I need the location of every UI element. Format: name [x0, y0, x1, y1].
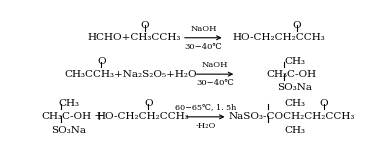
- Text: O: O: [144, 99, 153, 108]
- Text: SO₃Na: SO₃Na: [51, 126, 86, 134]
- Text: CH₃: CH₃: [59, 99, 80, 108]
- Text: CH₃: CH₃: [284, 57, 305, 66]
- Text: NaSO₃-COCH₂CH₂CCH₃: NaSO₃-COCH₂CH₂CCH₃: [229, 112, 355, 121]
- Text: O: O: [97, 57, 106, 66]
- Text: O: O: [292, 21, 301, 30]
- Text: NaOH: NaOH: [190, 25, 217, 33]
- Text: HO-CH₂CH₂CCH₃: HO-CH₂CH₂CCH₃: [97, 112, 190, 121]
- Text: +: +: [93, 110, 104, 123]
- Text: CH₃C-OH: CH₃C-OH: [267, 70, 317, 79]
- Text: 60−65℃, 1. 5h: 60−65℃, 1. 5h: [175, 103, 236, 111]
- Text: SO₃Na: SO₃Na: [277, 83, 312, 92]
- Text: 30−40℃: 30−40℃: [196, 79, 234, 87]
- Text: CH₃C-OH: CH₃C-OH: [41, 112, 91, 121]
- Text: NaOH: NaOH: [202, 61, 228, 69]
- Text: O: O: [320, 99, 328, 108]
- Text: HCHO+CH₃CCH₃: HCHO+CH₃CCH₃: [87, 33, 180, 42]
- Text: CH₃: CH₃: [284, 126, 305, 134]
- Text: HO-CH₂CH₂CCH₃: HO-CH₂CH₂CCH₃: [232, 33, 325, 42]
- Text: -H₂O: -H₂O: [195, 122, 215, 130]
- Text: O: O: [141, 21, 149, 30]
- Text: CH₃CCH₃+Na₂S₂O₅+H₂O: CH₃CCH₃+Na₂S₂O₅+H₂O: [64, 70, 197, 79]
- Text: 30−40℃: 30−40℃: [184, 43, 222, 51]
- Text: CH₃: CH₃: [284, 99, 305, 108]
